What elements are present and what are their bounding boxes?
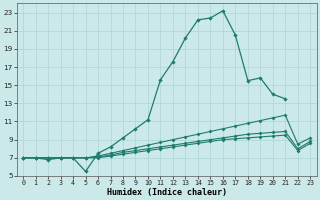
- X-axis label: Humidex (Indice chaleur): Humidex (Indice chaleur): [107, 188, 227, 197]
